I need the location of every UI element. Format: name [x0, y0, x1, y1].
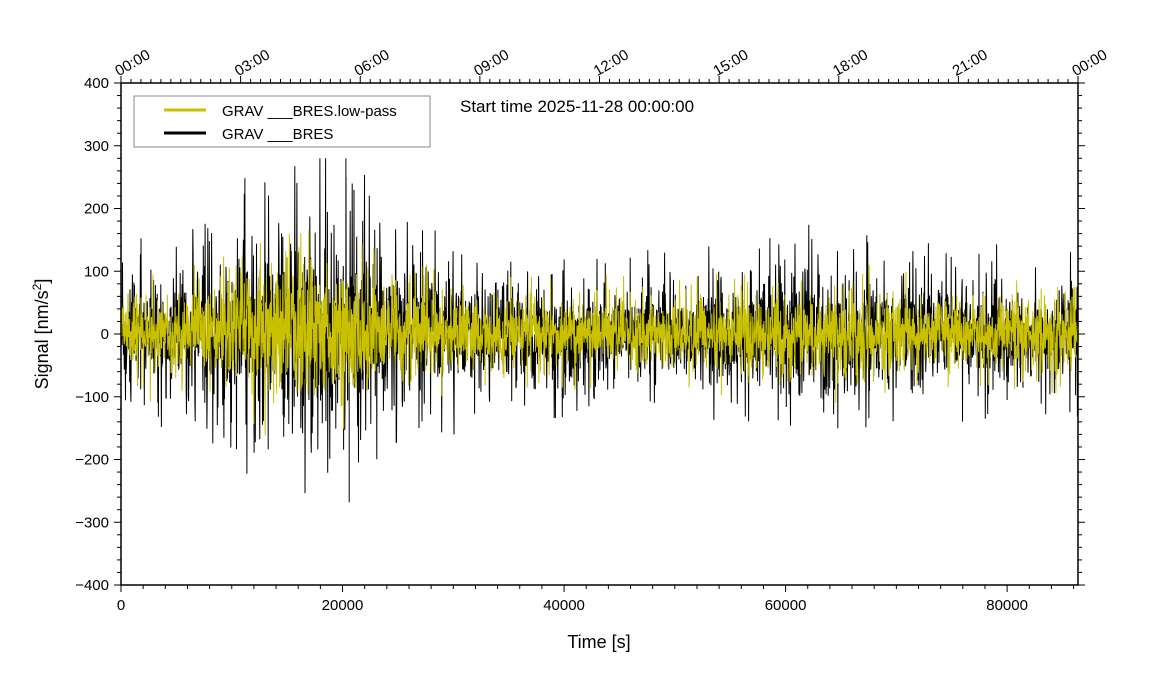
top-time-label: 03:00 [232, 46, 273, 79]
y-tick-label: −300 [75, 514, 109, 531]
y-axis-label-exponent: 2 [30, 283, 44, 290]
y-tick-label: 300 [84, 138, 109, 155]
y-axis-tick-labels: 400 300 200 100 0 −100 −200 −300 −400 [75, 75, 109, 594]
start-time-annotation: Start time 2025-11-28 00:00:00 [460, 97, 694, 116]
y-tick-label: −400 [75, 577, 109, 594]
y-axis-label-main: Signal [nm/s [32, 290, 52, 389]
top-time-label: 15:00 [710, 46, 751, 79]
y-tick-label: −100 [75, 389, 109, 406]
top-time-label: 06:00 [351, 46, 392, 79]
x-tick-label: 60000 [765, 597, 807, 614]
axis-ticks [114, 76, 1085, 592]
x-tick-label: 80000 [986, 597, 1028, 614]
top-time-label: 00:00 [1069, 46, 1110, 79]
top-time-label: 18:00 [830, 46, 871, 79]
x-axis-tick-labels: 0 20000 40000 60000 80000 [117, 597, 1028, 614]
x-axis-label: Time [s] [567, 632, 630, 652]
y-axis-label-close: ] [32, 279, 52, 284]
y-tick-label: 0 [101, 326, 109, 343]
x-tick-label: 20000 [322, 597, 364, 614]
top-time-label: 12:00 [591, 46, 632, 79]
series-grav-bres-low-pass-line [121, 229, 1078, 436]
y-tick-label: 400 [84, 75, 109, 92]
x-tick-label: 0 [117, 597, 125, 614]
legend-label-raw: GRAV ___BRES [222, 126, 333, 143]
x-tick-label: 40000 [543, 597, 585, 614]
y-tick-label: 100 [84, 263, 109, 280]
legend-label-low-pass: GRAV ___BRES.low-pass [222, 103, 397, 120]
top-time-label: 21:00 [950, 46, 991, 79]
y-tick-label: −200 [75, 452, 109, 469]
legend: GRAV ___BRES.low-pass GRAV ___BRES [133, 95, 431, 148]
top-time-axis-labels: 00:00 03:00 06:00 09:00 12:00 15:00 18:00 21:00… [112, 46, 1110, 79]
y-axis-label: Signal [nm/s2] [30, 279, 52, 390]
top-time-label: 00:00 [112, 46, 153, 79]
top-time-label: 09:00 [471, 46, 512, 79]
data-traces [121, 158, 1078, 503]
legend-box [133, 95, 431, 148]
y-tick-label: 200 [84, 201, 109, 218]
